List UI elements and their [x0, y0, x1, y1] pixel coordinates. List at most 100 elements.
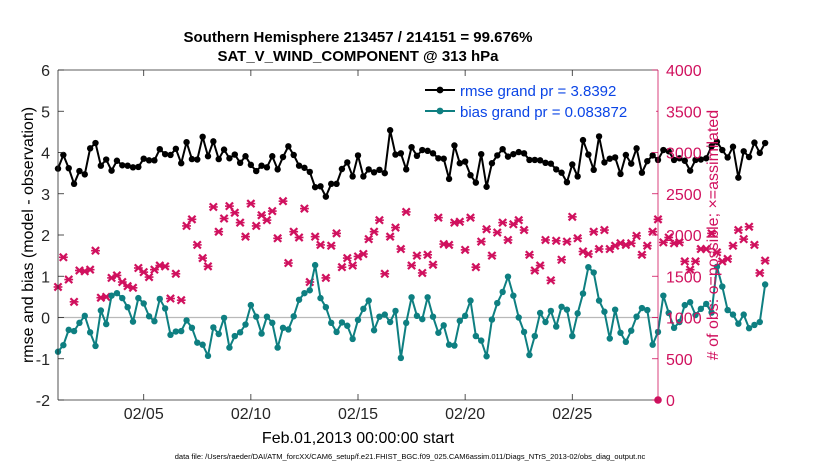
obs-count-marker — [391, 223, 400, 232]
obs-count-marker — [444, 240, 454, 250]
bias-point — [456, 317, 463, 324]
rmse-point — [349, 173, 356, 180]
obs-count-marker — [546, 275, 556, 285]
obs-count-marker — [594, 244, 604, 254]
rmse-point — [258, 162, 265, 169]
axes-layer: -2 -1 0 1 2 3 4 5 6 0 500 1000 1500 2000 2500 3000 3500 4… — [36, 63, 702, 423]
rmse-point — [172, 145, 180, 152]
bias-point — [381, 311, 388, 318]
obs-count-marker — [203, 261, 213, 271]
obs-count-marker — [385, 232, 395, 242]
obs-count-marker — [744, 222, 754, 232]
rmse-point — [547, 160, 555, 167]
bias-point — [692, 311, 699, 319]
bias-point — [140, 300, 147, 307]
obs-count-marker — [208, 202, 218, 212]
obs-count-marker — [380, 269, 390, 279]
rmse-point — [322, 193, 330, 200]
rmse-point — [483, 183, 490, 190]
bias-point — [285, 326, 292, 333]
obs-count-marker — [310, 232, 320, 242]
legend-box — [420, 79, 656, 123]
rmse-point — [354, 152, 362, 159]
legend-bias-marker — [436, 107, 444, 115]
obs-count-marker — [589, 227, 599, 237]
obs-count-marker — [332, 228, 341, 238]
bias-point — [408, 294, 415, 301]
x-tick-label: 02/05 — [124, 406, 164, 423]
y-tick-label: 3 — [41, 187, 50, 204]
rmse-point — [140, 155, 147, 162]
rmse-point — [317, 183, 324, 190]
bias-point — [445, 341, 453, 348]
bias-point — [338, 319, 346, 326]
bias-point — [151, 318, 158, 325]
bias-point — [606, 335, 613, 342]
y2-tick-label: 1500 — [666, 269, 702, 286]
bias-point — [515, 314, 522, 321]
bias-point — [735, 320, 742, 327]
obs-count-marker — [160, 261, 170, 271]
obs-count-marker — [412, 251, 422, 261]
rmse-point — [263, 164, 271, 171]
rmse-point — [686, 167, 694, 174]
obs-count-marker — [396, 244, 406, 254]
bias-point — [210, 324, 217, 331]
rmse-point — [665, 148, 672, 155]
rmse-point — [70, 180, 78, 188]
chart-subtitle: SAT_V_WIND_COMPONENT @ 313 hPa — [217, 48, 499, 65]
bias-point — [622, 338, 630, 346]
rmse-point — [247, 161, 255, 169]
rmse-point — [108, 167, 115, 174]
obs-count-marker — [514, 215, 524, 225]
x-tick-label: 02/15 — [338, 406, 378, 423]
rmse-point — [531, 156, 538, 164]
bias-point — [510, 292, 517, 299]
bias-point — [204, 352, 212, 360]
bias-point — [403, 319, 410, 327]
obs-count-marker — [471, 262, 481, 272]
rmse-point — [558, 169, 565, 176]
bias-point — [328, 319, 335, 327]
rmse-point — [60, 151, 67, 159]
bias-point — [124, 303, 131, 311]
bias-point — [215, 330, 222, 338]
obs-count-marker — [283, 258, 293, 268]
obs-count-marker — [637, 250, 647, 260]
rmse-point — [595, 133, 603, 140]
bias-point — [113, 289, 121, 297]
obs-count-marker — [701, 244, 711, 254]
rmse-point — [708, 143, 715, 150]
bias-point — [119, 294, 126, 302]
bias-point — [708, 309, 715, 316]
obs-count-marker — [487, 251, 497, 261]
rmse-point — [536, 157, 544, 164]
bias-point — [628, 327, 635, 334]
obs-count-marker — [498, 218, 508, 228]
bias-point — [236, 329, 244, 336]
bias-point — [617, 329, 624, 336]
bias-point — [526, 351, 533, 359]
obs-count-marker — [626, 238, 636, 248]
obs-count-marker — [69, 297, 79, 307]
bias-point — [129, 318, 137, 325]
bias-point — [467, 297, 474, 304]
rmse-point — [611, 154, 619, 161]
bias-point — [719, 283, 726, 290]
rmse-point — [526, 156, 533, 164]
bias-point — [354, 316, 362, 324]
rmse-point — [499, 146, 506, 153]
obs-count-marker — [192, 240, 202, 250]
obs-count-marker — [492, 228, 502, 237]
obs-count-marker — [235, 218, 245, 228]
bias-point — [97, 307, 105, 314]
rmse-point — [520, 150, 528, 157]
bias-point — [156, 295, 163, 303]
rmse-point — [467, 171, 474, 179]
obs-count-marker — [691, 257, 700, 266]
obs-count-marker — [707, 228, 716, 238]
obs-count-marker — [583, 249, 593, 259]
rmse-point — [713, 138, 721, 145]
bias-point — [279, 324, 287, 332]
bias-point — [660, 292, 667, 299]
